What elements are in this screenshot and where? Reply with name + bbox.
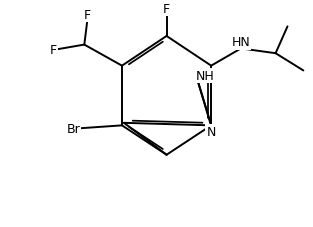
Text: Br: Br [67, 122, 80, 135]
Text: F: F [163, 3, 170, 16]
Text: F: F [84, 9, 91, 22]
Text: F: F [49, 44, 57, 57]
Text: N: N [207, 126, 216, 139]
Text: HN: HN [232, 36, 250, 49]
Text: NH: NH [196, 69, 215, 82]
